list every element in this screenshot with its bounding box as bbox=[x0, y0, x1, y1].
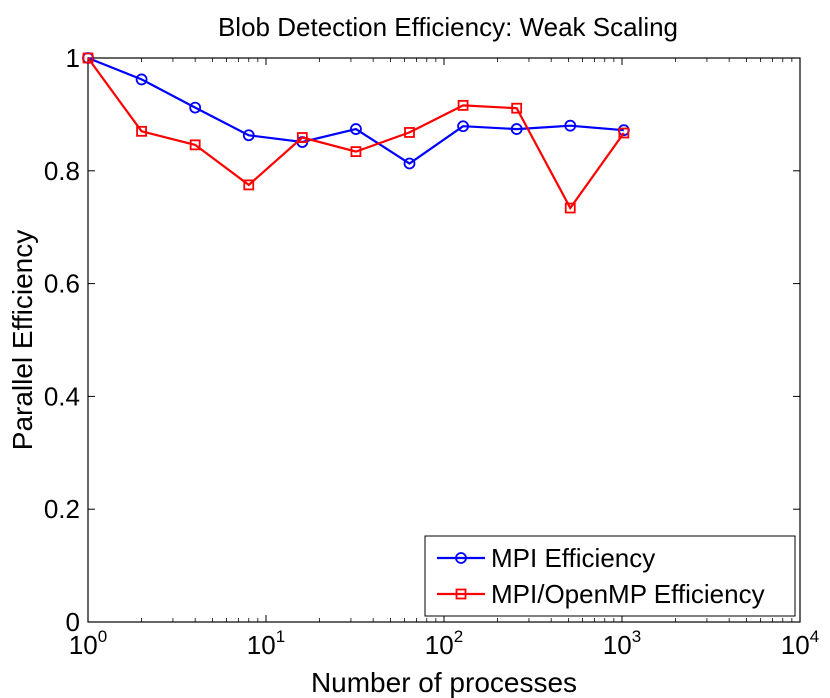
data-point bbox=[404, 127, 415, 138]
y-tick-label: 1 bbox=[66, 43, 80, 73]
data-point bbox=[403, 157, 416, 170]
x-tick-base: 10 bbox=[781, 630, 810, 660]
y-tick-label: 0.2 bbox=[44, 494, 80, 524]
x-tick-label: 100 bbox=[69, 627, 107, 660]
data-point bbox=[242, 129, 255, 142]
y-tick-label: 0 bbox=[66, 607, 80, 637]
legend-box bbox=[424, 535, 796, 617]
legend-label: MPI/OpenMP Efficiency bbox=[491, 579, 765, 609]
data-point bbox=[350, 146, 362, 158]
data-point bbox=[618, 127, 630, 139]
data-point bbox=[350, 123, 362, 135]
series-line-1 bbox=[87, 56, 624, 165]
x-tick-exponent: 0 bbox=[98, 627, 107, 646]
data-point bbox=[510, 123, 523, 135]
data-point bbox=[564, 119, 577, 132]
x-tick-base: 10 bbox=[603, 630, 632, 660]
y-tick-label: 0.4 bbox=[44, 381, 80, 411]
series-line-2 bbox=[87, 57, 625, 211]
x-tick-label: 102 bbox=[425, 627, 463, 660]
data-point bbox=[189, 139, 201, 151]
y-axis-label: Parallel Efficiency bbox=[7, 230, 38, 450]
legend-marker bbox=[455, 588, 467, 600]
legend-label: MPI Efficiency bbox=[491, 543, 655, 573]
data-point bbox=[296, 132, 308, 143]
chart-title: Blob Detection Efficiency: Weak Scaling bbox=[218, 12, 678, 42]
x-tick-base: 10 bbox=[425, 630, 454, 660]
plot-area bbox=[87, 57, 801, 623]
y-tick-label: 0.8 bbox=[44, 156, 80, 186]
x-tick-exponent: 4 bbox=[810, 627, 819, 646]
data-point bbox=[136, 125, 147, 137]
x-tick-label: 103 bbox=[603, 627, 641, 660]
x-tick-exponent: 3 bbox=[632, 627, 641, 646]
data-point bbox=[243, 179, 255, 191]
data-point bbox=[457, 120, 469, 133]
data-point bbox=[189, 101, 202, 114]
x-tick-exponent: 1 bbox=[276, 627, 285, 646]
x-axis-label: Number of processes bbox=[311, 667, 577, 698]
data-point bbox=[457, 99, 469, 111]
x-tick-base: 10 bbox=[69, 630, 98, 660]
legend: MPI Efficiency MPI/OpenMP Efficiency bbox=[424, 535, 796, 617]
x-tick-label: 104 bbox=[781, 627, 819, 660]
series-layer bbox=[82, 52, 630, 214]
x-tick-base: 10 bbox=[247, 630, 276, 660]
y-tick-label: 0.6 bbox=[44, 269, 80, 299]
x-tick-exponent: 2 bbox=[454, 627, 463, 646]
data-point bbox=[564, 202, 576, 214]
data-point bbox=[82, 52, 94, 64]
x-tick-label: 101 bbox=[247, 627, 285, 660]
data-point bbox=[511, 102, 523, 114]
legend-marker bbox=[455, 552, 467, 564]
data-point bbox=[135, 73, 148, 86]
